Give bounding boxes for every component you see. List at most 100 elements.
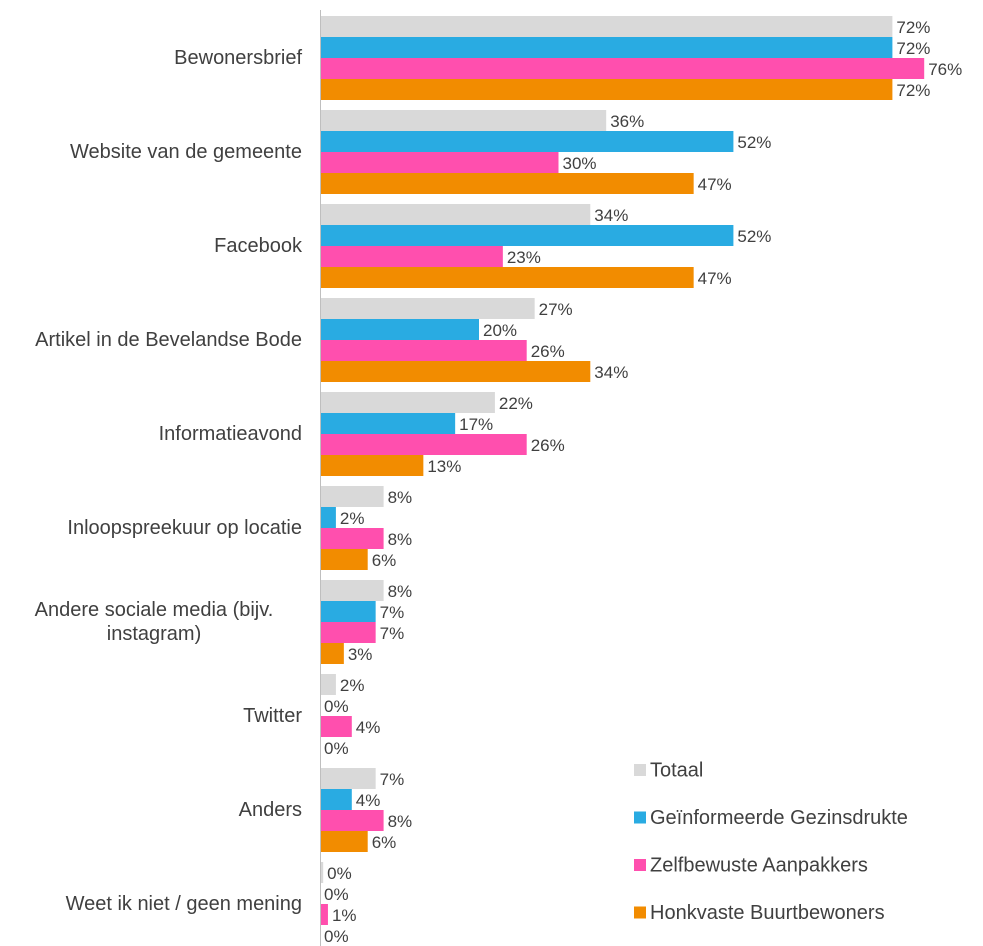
bar [321, 643, 344, 664]
category-label: Informatieavond [158, 423, 302, 445]
category-label: Inloopspreekuur op locatie [67, 517, 302, 539]
category-label-box: Weet ik niet / geen mening [0, 862, 302, 946]
bar [321, 674, 336, 695]
legend-label: Geïnformeerde Gezinsdrukte [650, 807, 908, 829]
data-label: 52% [737, 227, 771, 246]
data-label: 23% [507, 248, 541, 267]
data-label: 8% [388, 582, 413, 601]
data-label: 0% [324, 739, 349, 758]
data-label: 26% [531, 436, 565, 455]
category-label: Twitter [243, 705, 302, 727]
data-label: 7% [380, 770, 405, 789]
bar [321, 110, 607, 131]
bar [321, 340, 527, 361]
bar [321, 507, 336, 528]
bar [321, 204, 591, 225]
legend-label: Honkvaste Buurtbewoners [650, 902, 885, 924]
bar [321, 16, 893, 37]
data-label: 8% [388, 812, 413, 831]
data-label: 3% [348, 645, 373, 664]
data-label: 22% [499, 394, 533, 413]
bar [321, 267, 694, 288]
bar [321, 413, 456, 434]
data-label: 0% [324, 697, 349, 716]
category-label: Anders [238, 799, 302, 821]
bar [321, 37, 893, 58]
bar [321, 246, 503, 267]
bar [321, 298, 535, 319]
data-label: 26% [531, 342, 565, 361]
data-label: 13% [427, 457, 461, 476]
category-label-box: Bewonersbrief [0, 16, 302, 100]
data-label: 7% [380, 603, 405, 622]
bar [321, 528, 384, 549]
category-label-box: Informatieavond [0, 392, 302, 476]
category-label-box: Inloopspreekuur op locatie [0, 486, 302, 570]
category-label: Website van de gemeente [69, 141, 302, 163]
data-label: 30% [563, 154, 597, 173]
data-label: 8% [388, 530, 413, 549]
data-label: 2% [340, 509, 365, 528]
bar [321, 392, 495, 413]
data-label: 34% [594, 363, 628, 382]
category-label-box: Andere sociale media (bijv. instagram) [0, 580, 302, 664]
data-label: 52% [737, 133, 771, 152]
category-label-box: Twitter [0, 674, 302, 758]
legend-label: Zelfbewuste Aanpakkers [650, 854, 868, 876]
data-label: 1% [332, 906, 357, 925]
bar [321, 768, 376, 789]
data-label: 6% [372, 833, 397, 852]
category-label-box: Artikel in de Bevelandse Bode [0, 298, 302, 382]
legend-swatch [634, 764, 646, 776]
data-label: 8% [388, 488, 413, 507]
legend-swatch [634, 859, 646, 871]
data-label: 7% [380, 624, 405, 643]
data-label: 4% [356, 791, 381, 810]
data-label: 20% [483, 321, 517, 340]
bar [321, 831, 368, 852]
bar [321, 810, 384, 831]
data-label: 0% [324, 885, 349, 904]
data-label: 0% [324, 927, 349, 946]
category-label-box: Anders [0, 768, 302, 852]
data-label: 76% [928, 60, 962, 79]
bar [321, 173, 694, 194]
category-label-box: Website van de gemeente [0, 110, 302, 194]
bar [321, 622, 376, 643]
data-label: 0% [327, 864, 352, 883]
data-label: 47% [698, 269, 732, 288]
bar [321, 319, 479, 340]
data-label: 72% [896, 18, 930, 37]
category-label: Artikel in de Bevelandse Bode [35, 329, 302, 351]
bar [321, 789, 352, 810]
data-label: 4% [356, 718, 381, 737]
bar [321, 152, 559, 173]
bar [321, 904, 328, 925]
category-label: Andere sociale media (bijv. instagram) [34, 599, 274, 645]
bar [321, 862, 324, 883]
bar [321, 225, 734, 246]
bar [321, 549, 368, 570]
data-label: 72% [896, 81, 930, 100]
bar [321, 58, 925, 79]
bar [321, 131, 734, 152]
bar [321, 455, 424, 476]
data-label: 27% [539, 300, 573, 319]
category-label: Bewonersbrief [174, 47, 302, 69]
data-label: 72% [896, 39, 930, 58]
bar [321, 580, 384, 601]
bar [321, 434, 527, 455]
legend-swatch [634, 906, 646, 919]
bar [321, 79, 893, 100]
bar [321, 486, 384, 507]
bar [321, 716, 352, 737]
data-label: 17% [459, 415, 493, 434]
bar [321, 361, 591, 382]
data-label: 36% [610, 112, 644, 131]
data-label: 6% [372, 551, 397, 570]
bar [321, 601, 376, 622]
legend-label: Totaal [650, 759, 703, 781]
category-label: Facebook [214, 235, 302, 257]
